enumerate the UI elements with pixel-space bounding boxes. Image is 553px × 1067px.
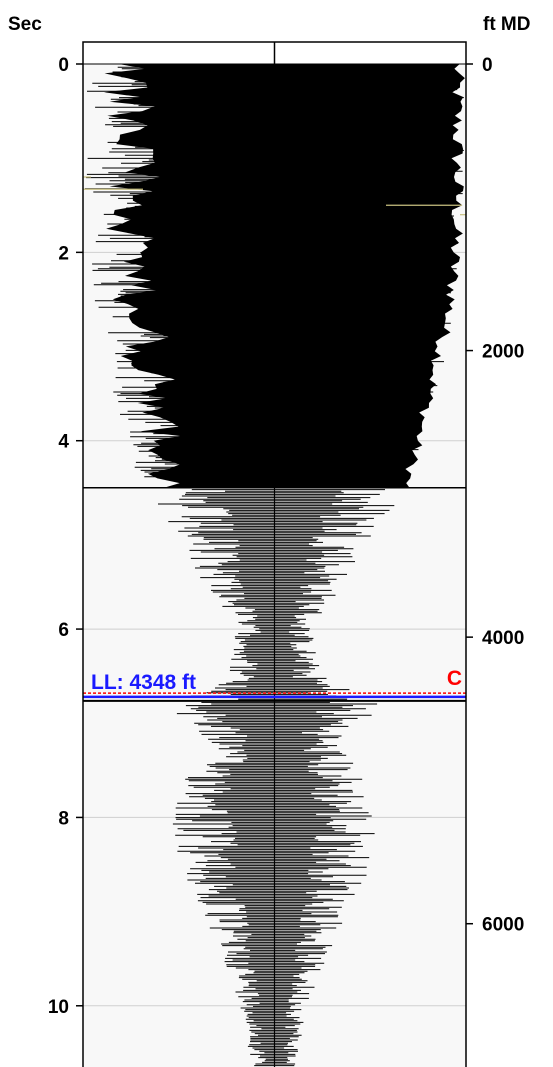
- right-tick-label-2: 4000: [482, 628, 524, 649]
- marker-label-0: LL: 4348 ft: [91, 671, 196, 694]
- right-axis-ticks: 0 2000 4000 6000: [466, 55, 524, 936]
- marker-label-1: C: [447, 667, 462, 690]
- right-tick-label-3: 6000: [482, 915, 524, 936]
- left-tick-label-3: 6: [58, 620, 69, 641]
- plot-frame: [82, 41, 467, 1067]
- left-tick-label-1: 2: [58, 243, 69, 264]
- right-axis-title: ft MD: [483, 14, 530, 35]
- left-tick-label-4: 8: [58, 808, 69, 829]
- left-axis-ticks: 0 2 4 6 8 10: [48, 55, 83, 1018]
- right-tick-label-1: 2000: [482, 342, 524, 363]
- left-axis-title: Sec: [8, 14, 42, 35]
- left-tick-label-5: 10: [48, 997, 69, 1018]
- trace-wiggle-strokes: [84, 63, 464, 1067]
- trace-wiggles: [83, 63, 466, 1067]
- left-tick-label-0: 0: [58, 55, 69, 76]
- marker-lines: LL: 4348 ft C: [83, 667, 466, 702]
- left-tick-label-2: 4: [58, 432, 69, 453]
- right-tick-label-0: 0: [482, 55, 493, 76]
